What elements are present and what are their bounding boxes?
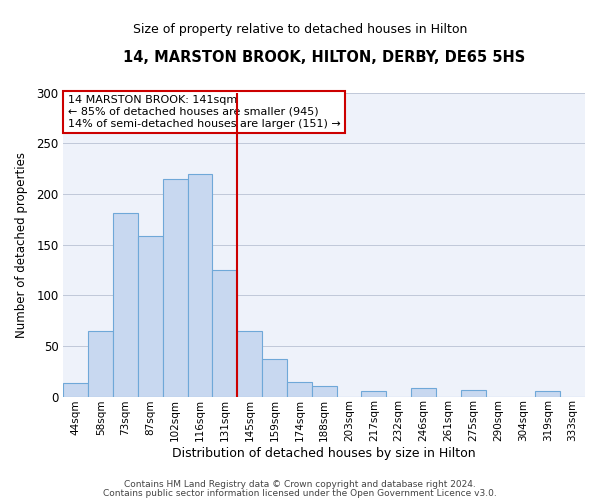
Bar [64, 384, 88, 396]
X-axis label: Distribution of detached houses by size in Hilton: Distribution of detached houses by size … [172, 447, 476, 460]
Text: Contains public sector information licensed under the Open Government Licence v3: Contains public sector information licen… [103, 488, 497, 498]
Bar [188, 174, 212, 396]
Bar [535, 392, 560, 396]
Y-axis label: Number of detached properties: Number of detached properties [15, 152, 28, 338]
Bar [212, 270, 237, 396]
Bar [113, 213, 138, 396]
Bar [237, 330, 262, 396]
Bar [361, 392, 386, 396]
Title: 14, MARSTON BROOK, HILTON, DERBY, DE65 5HS: 14, MARSTON BROOK, HILTON, DERBY, DE65 5… [123, 50, 526, 65]
Text: Size of property relative to detached houses in Hilton: Size of property relative to detached ho… [133, 22, 467, 36]
Bar [262, 359, 287, 397]
Bar [88, 330, 113, 396]
Bar [138, 236, 163, 396]
Text: Contains HM Land Registry data © Crown copyright and database right 2024.: Contains HM Land Registry data © Crown c… [124, 480, 476, 489]
Bar [287, 382, 312, 396]
Bar [411, 388, 436, 396]
Bar [312, 386, 337, 396]
Text: 14 MARSTON BROOK: 141sqm
← 85% of detached houses are smaller (945)
14% of semi-: 14 MARSTON BROOK: 141sqm ← 85% of detach… [68, 96, 340, 128]
Bar [163, 178, 188, 396]
Bar [461, 390, 485, 396]
